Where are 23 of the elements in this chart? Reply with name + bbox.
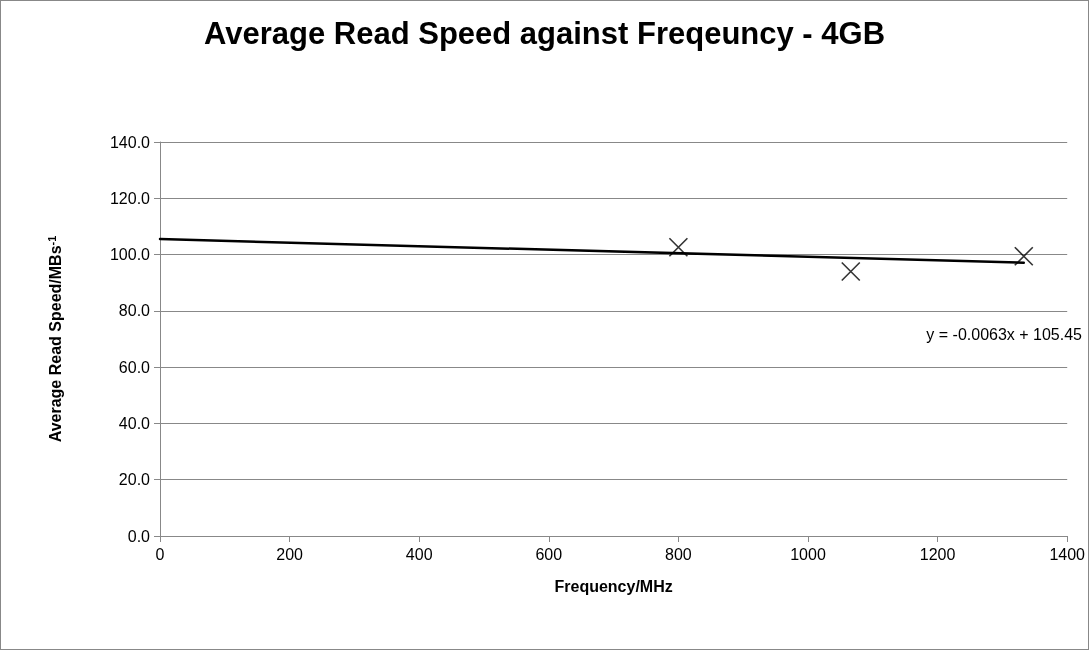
y-tick-label: 140.0 bbox=[109, 133, 151, 151]
chart-title: Average Read Speed against Freqeuncy - 4GB bbox=[203, 16, 886, 51]
point bbox=[840, 261, 861, 282]
x-tick-label: 600 bbox=[535, 545, 563, 563]
y-tick-label: 20.0 bbox=[118, 471, 151, 489]
y-tick-label: 60.0 bbox=[118, 358, 151, 376]
point bbox=[668, 237, 689, 258]
y-tick-label: 80.0 bbox=[118, 302, 151, 320]
x-tick-label: 1200 bbox=[919, 545, 956, 563]
x-tick-label: 800 bbox=[665, 545, 692, 563]
y-tick-label: 120.0 bbox=[109, 189, 151, 207]
y-tick-label: 0.0 bbox=[127, 527, 151, 545]
point bbox=[1013, 246, 1034, 267]
x-tick-label: 0 bbox=[155, 545, 165, 563]
x-tick-label: 400 bbox=[405, 545, 433, 563]
x-axis-title: Frequency/MHz bbox=[554, 577, 673, 595]
y-tick-label: 100.0 bbox=[109, 246, 151, 264]
annotation: y = -0.0063x + 105.45 bbox=[926, 325, 1083, 343]
y-axis-title: Average Read Speed/MBs-1 bbox=[45, 235, 64, 443]
x-tick-label: 1400 bbox=[1049, 545, 1086, 563]
x-tick-label: 1000 bbox=[790, 545, 826, 563]
y-tick-label: 40.0 bbox=[118, 414, 151, 432]
x-tick-label: 200 bbox=[276, 545, 304, 563]
